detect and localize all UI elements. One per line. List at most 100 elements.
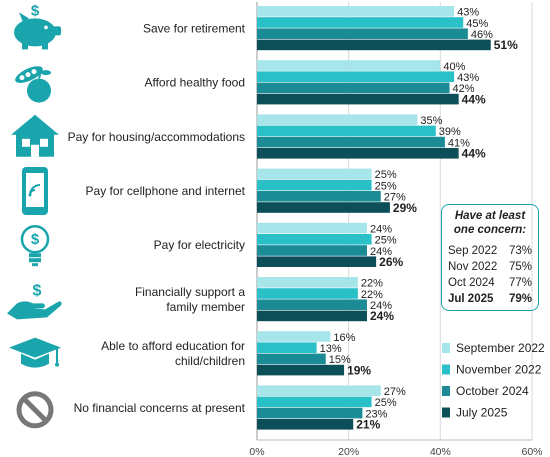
data-label: 45%	[466, 18, 488, 30]
bar	[257, 331, 331, 342]
data-label: 22%	[361, 278, 383, 290]
data-label: 51%	[494, 38, 518, 52]
legend-swatch	[442, 407, 450, 418]
bar	[257, 28, 468, 39]
data-label: 29%	[393, 201, 417, 215]
concern-row: Oct 2024 77%	[448, 275, 532, 291]
legend-label: October 2024	[456, 384, 529, 398]
bar	[257, 114, 418, 125]
food-icon	[15, 66, 51, 103]
bar	[257, 385, 381, 396]
data-label: 44%	[462, 92, 486, 106]
house-icon	[11, 114, 59, 157]
bar	[257, 288, 358, 299]
cellphone-icon	[22, 167, 48, 215]
bar	[257, 71, 455, 82]
concern-row-label: Jul 2025	[448, 293, 494, 305]
data-label: 42%	[453, 83, 475, 95]
category-label: Financially support a	[135, 285, 245, 299]
bar	[257, 310, 367, 322]
x-tick-label: 20%	[338, 446, 359, 457]
bar	[257, 419, 354, 430]
concern-row-label: Sep 2022	[448, 245, 498, 257]
bar	[257, 17, 464, 28]
concern-summary-box: Have at least one concern: Sep 2022 73% …	[441, 204, 539, 311]
bar	[257, 353, 326, 365]
concern-row-label: Nov 2022	[448, 261, 498, 273]
data-label: 16%	[333, 332, 355, 344]
bar	[257, 245, 367, 256]
category-label: Pay for cellphone and internet	[86, 184, 246, 198]
data-label: 41%	[448, 137, 470, 149]
data-label: 26%	[379, 255, 403, 269]
category-label: child/children	[175, 354, 245, 368]
no-symbol-icon	[16, 391, 54, 429]
bar	[257, 222, 367, 234]
x-tick-label: 40%	[430, 446, 451, 457]
data-label: 24%	[370, 223, 392, 235]
piggy-bank-icon: $	[14, 2, 61, 50]
bar	[257, 82, 450, 94]
data-label: 22%	[361, 289, 383, 301]
data-label: 21%	[356, 418, 380, 432]
data-label: 44%	[462, 147, 486, 161]
data-label: 25%	[375, 180, 397, 192]
data-label: 24%	[370, 309, 394, 323]
data-label: 13%	[320, 343, 342, 355]
data-label: 35%	[420, 115, 442, 127]
category-label: family member	[166, 300, 245, 314]
data-label: 27%	[384, 386, 406, 398]
data-label: 23%	[365, 408, 387, 420]
bar	[257, 39, 491, 51]
data-label: 24%	[370, 300, 392, 312]
legend-label: September 2022	[456, 341, 545, 355]
bar	[257, 202, 390, 213]
svg-text:$: $	[31, 231, 40, 248]
data-label: 27%	[384, 192, 406, 204]
bar	[257, 60, 441, 71]
data-label: 40%	[443, 61, 465, 73]
concern-row: Jul 2025 79%	[448, 291, 532, 307]
category-label: Able to afford education for	[101, 339, 245, 353]
bar	[257, 234, 372, 245]
bar	[257, 277, 358, 288]
data-label: 43%	[457, 72, 479, 84]
graduation-cap-icon	[9, 337, 61, 368]
legend-swatch	[442, 386, 450, 396]
bar	[257, 364, 345, 376]
legend-swatch	[442, 343, 450, 353]
x-tick-label: 0%	[249, 446, 264, 457]
data-label: 39%	[439, 126, 461, 138]
bar	[257, 136, 445, 148]
concern-row: Sep 2022 73%	[448, 243, 532, 259]
hand-money-icon: $	[7, 282, 62, 320]
concern-box-title: Have at least one concern:	[453, 210, 527, 236]
concern-row-value: 73%	[508, 245, 532, 257]
bar	[257, 168, 372, 180]
svg-text:$: $	[33, 282, 42, 299]
svg-text:$: $	[31, 2, 40, 19]
category-label: Pay for housing/accommodations	[68, 130, 245, 144]
data-label: 24%	[370, 246, 392, 258]
category-label: Save for retirement	[143, 21, 246, 35]
concern-row-value: 79%	[508, 293, 532, 305]
category-label: Afford healthy food	[144, 76, 245, 90]
category-label: No financial concerns at present	[74, 401, 246, 415]
bar	[257, 256, 377, 267]
concern-row: Nov 2022 75%	[448, 259, 532, 275]
concern-row-value: 75%	[508, 261, 532, 273]
bar	[257, 93, 459, 105]
lightbulb-icon: $	[20, 224, 50, 267]
data-label: 25%	[375, 235, 397, 247]
data-label: 25%	[375, 169, 397, 181]
bar	[257, 191, 381, 202]
legend-label: July 2025	[456, 406, 508, 420]
bar	[257, 396, 372, 408]
data-label: 25%	[375, 397, 397, 409]
bar	[257, 179, 372, 191]
data-label: 46%	[471, 29, 493, 41]
bar	[257, 125, 436, 137]
x-tick-label: 60%	[521, 446, 542, 457]
data-label: 43%	[457, 7, 479, 19]
